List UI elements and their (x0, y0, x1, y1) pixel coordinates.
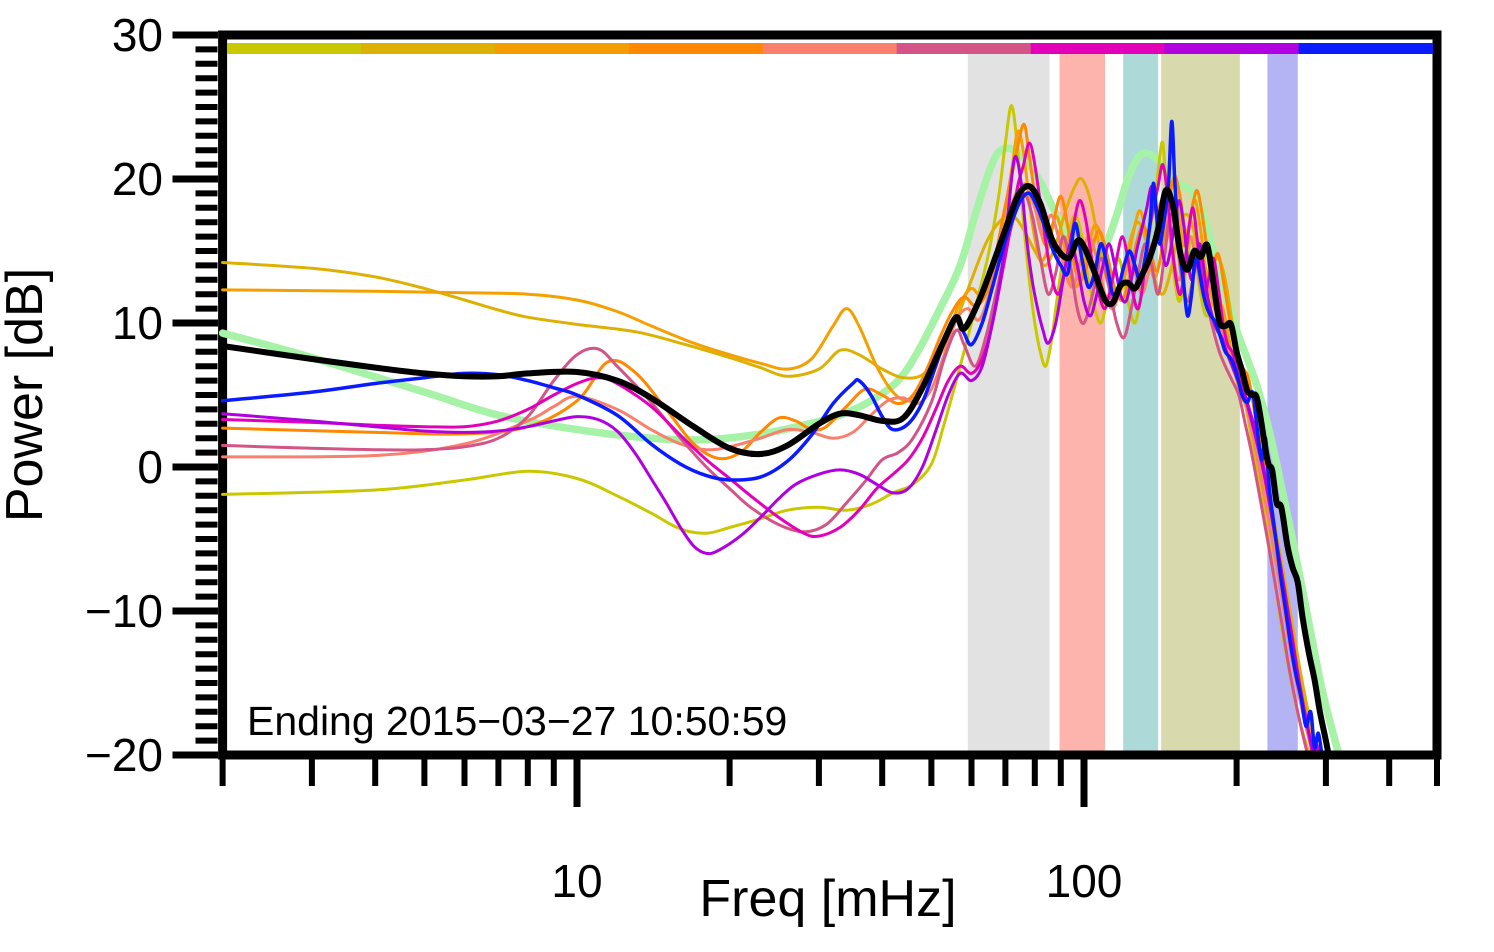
x-tick-label: 10 (551, 855, 602, 907)
colorbar-segment-9 (1298, 43, 1434, 54)
colorbar-segment-4 (628, 43, 764, 54)
time-colorbar (227, 43, 1434, 54)
colorbar-segment-5 (762, 43, 898, 54)
plot-border (218, 30, 1442, 760)
series-mean-curve (219, 183, 1331, 751)
plot-frame (218, 30, 1442, 760)
axis-ticks (172, 31, 1440, 807)
colorbar-segment-8 (1164, 43, 1300, 54)
y-tick-label: 10 (112, 297, 163, 349)
x-axis-title: Freq [mHz] (699, 870, 956, 928)
colorbar-segment-1 (227, 43, 362, 54)
colorbar-segment-7 (1030, 43, 1166, 54)
colorbar-segment-2 (360, 43, 496, 54)
series-s6-rose-curve (221, 191, 1309, 751)
ending-time-annotation: Ending 2015−03−27 10:50:59 (247, 698, 787, 744)
y-tick-label: 30 (112, 9, 163, 61)
spectra-curves (219, 104, 1342, 751)
y-axis-title: Power [dB] (0, 268, 54, 522)
y-tick-label: 0 (137, 441, 163, 493)
y-tick-label: −20 (85, 729, 163, 781)
series-s7-magenta-curve (221, 141, 1320, 751)
y-tick-label: 20 (112, 153, 163, 205)
colorbar-segment-3 (494, 43, 630, 54)
band-gray (967, 53, 1050, 751)
y-tick-label: −10 (85, 585, 163, 637)
band-salmon (1059, 53, 1105, 751)
x-tick-label: 100 (1046, 855, 1123, 907)
colorbar-segment-6 (896, 43, 1032, 54)
